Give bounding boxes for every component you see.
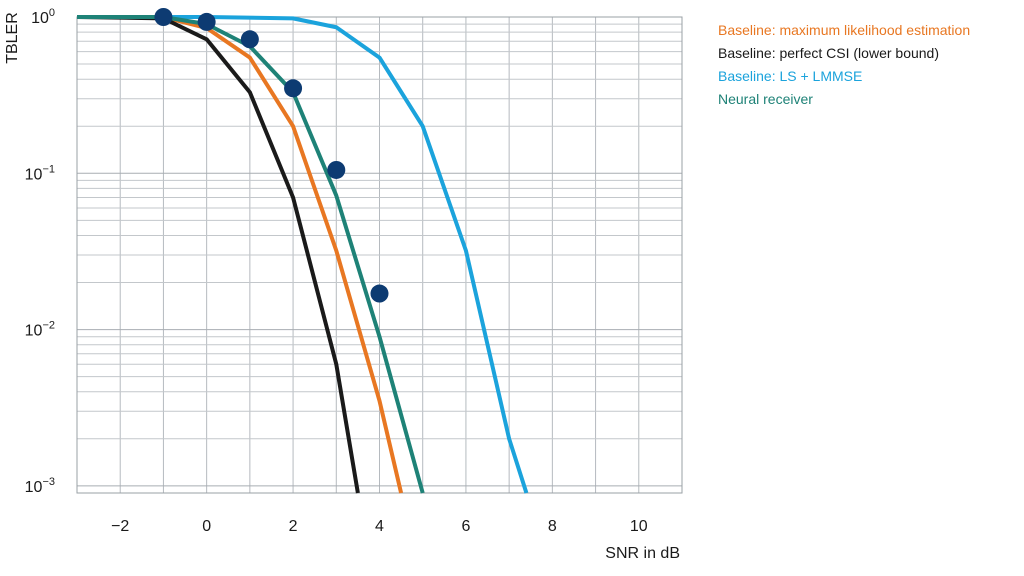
legend-entry: Neural receiver [718, 91, 813, 107]
data-point [240, 30, 259, 49]
x-axis-title: SNR in dB [605, 545, 680, 562]
plot-area-frame [76, 16, 683, 494]
marker-layer [154, 8, 389, 303]
x-tick-label: 8 [548, 518, 557, 535]
x-tick-label: 10 [630, 518, 648, 535]
x-tick-label: 2 [289, 518, 298, 535]
data-point [370, 284, 389, 303]
y-tick-labels: 100 10−1 10−2 10−3 [25, 7, 55, 496]
y-tick-label: 100 [31, 7, 55, 27]
data-point [284, 79, 303, 98]
y-tick-label: 10−1 [25, 163, 55, 183]
x-tick-labels: −2 0 2 4 6 8 10 [111, 518, 648, 535]
legend-entry: Baseline: perfect CSI (lower bound) [718, 45, 939, 61]
data-point [197, 12, 216, 31]
x-tick-label: −2 [111, 518, 129, 535]
y-tick-label: 10−2 [25, 320, 55, 340]
legend-entry: Baseline: maximum likelihood estimation [718, 22, 970, 38]
grid [76, 16, 683, 494]
y-axis-title: TBLER [4, 12, 21, 64]
x-tick-label: 6 [461, 518, 470, 535]
legend-entry: Baseline: LS + LMMSE [718, 68, 862, 84]
data-point [327, 160, 346, 179]
data-point [154, 8, 173, 26]
legend: Baseline: maximum likelihood estimation B… [718, 22, 970, 107]
y-tick-label: 10−3 [25, 476, 55, 496]
x-tick-label: 0 [202, 518, 211, 535]
x-tick-label: 4 [375, 518, 384, 535]
series-line-2 [77, 15, 529, 494]
